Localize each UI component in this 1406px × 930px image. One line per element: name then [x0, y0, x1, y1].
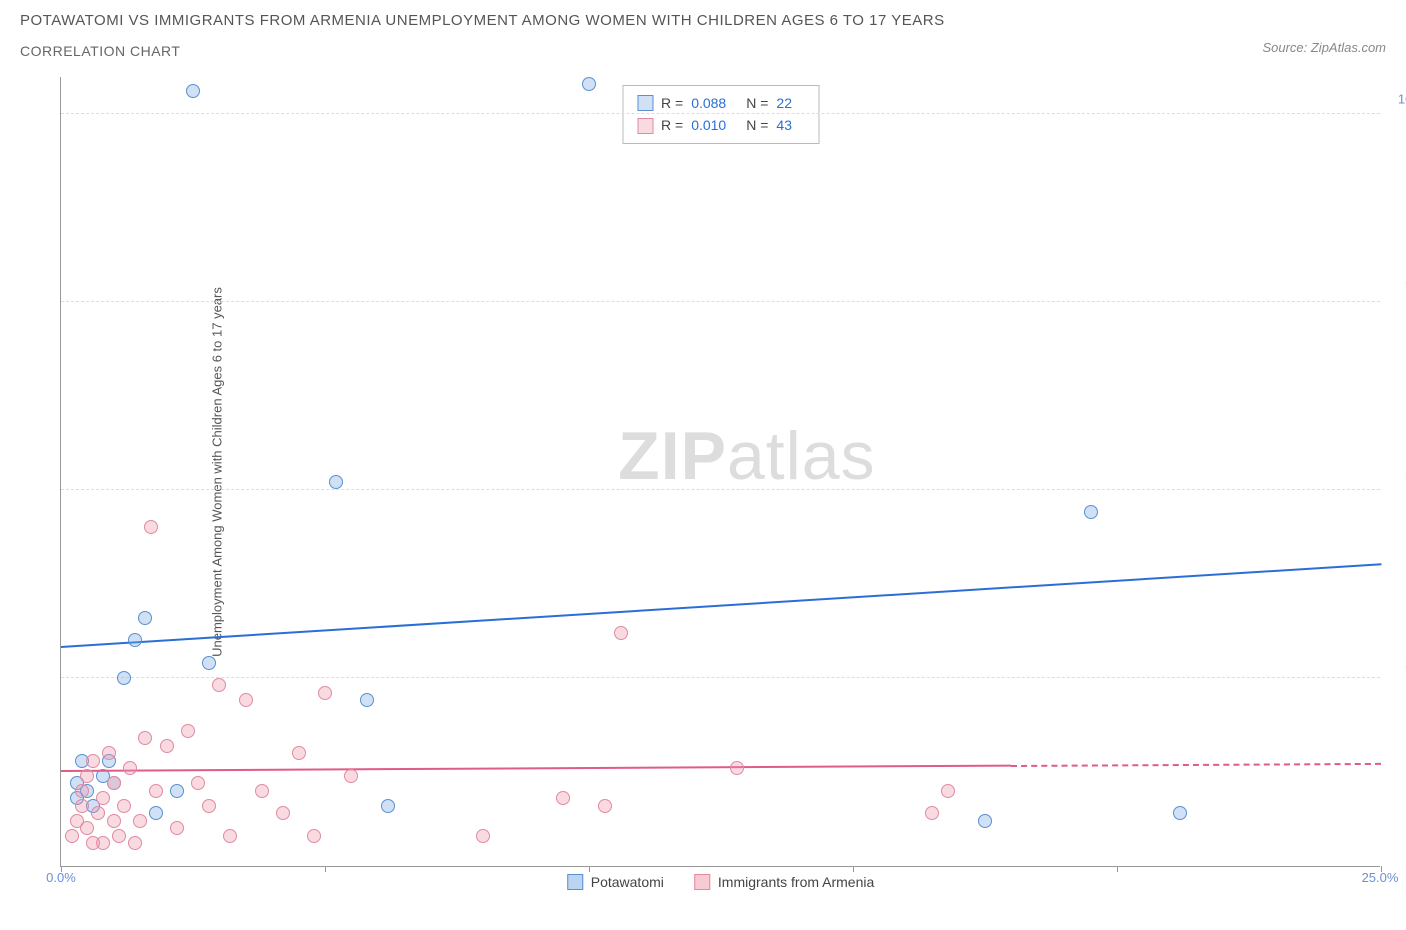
trend-line [61, 765, 1011, 772]
watermark-bold: ZIP [618, 418, 727, 494]
data-point [128, 633, 142, 647]
r-label: R = [661, 92, 683, 114]
data-point [276, 806, 290, 820]
data-point [91, 806, 105, 820]
data-point [96, 791, 110, 805]
data-point [292, 746, 306, 760]
data-point [65, 829, 79, 843]
data-point [107, 776, 121, 790]
data-point [307, 829, 321, 843]
y-tick-label: 50.0% [1387, 467, 1406, 482]
data-point [86, 836, 100, 850]
title-block: POTAWATOMI VS IMMIGRANTS FROM ARMENIA UN… [20, 12, 1262, 59]
data-point [202, 799, 216, 813]
data-point [181, 724, 195, 738]
data-point [160, 739, 174, 753]
x-tick-label-max: 25.0% [1362, 870, 1399, 885]
data-point [941, 784, 955, 798]
data-point [329, 475, 343, 489]
correlation-legend: R = 0.088 N = 22 R = 0.010 N = 43 [622, 85, 819, 144]
data-point [133, 814, 147, 828]
data-point [117, 799, 131, 813]
r-value: 0.088 [691, 92, 726, 114]
data-point [102, 746, 116, 760]
data-point [123, 761, 137, 775]
n-value: 43 [776, 114, 792, 136]
y-tick-label: 75.0% [1387, 279, 1406, 294]
data-point [80, 821, 94, 835]
data-point [223, 829, 237, 843]
data-point [556, 791, 570, 805]
data-point [925, 806, 939, 820]
r-value: 0.010 [691, 114, 726, 136]
header: POTAWATOMI VS IMMIGRANTS FROM ARMENIA UN… [20, 12, 1386, 59]
x-tick [1117, 866, 1118, 872]
data-point [978, 814, 992, 828]
gridline [61, 677, 1380, 678]
data-point [149, 784, 163, 798]
x-tick [325, 866, 326, 872]
trend-line [61, 563, 1381, 648]
data-point [86, 754, 100, 768]
data-point [107, 814, 121, 828]
data-point [144, 520, 158, 534]
data-point [344, 769, 358, 783]
x-tick [589, 866, 590, 872]
data-point [318, 686, 332, 700]
data-point [186, 84, 200, 98]
data-point [598, 799, 612, 813]
data-point [202, 656, 216, 670]
data-point [1173, 806, 1187, 820]
data-point [170, 784, 184, 798]
data-point [360, 693, 374, 707]
x-tick-labels: 0.0% 25.0% [61, 870, 1380, 890]
trend-line [1011, 762, 1381, 766]
x-tick [1381, 866, 1382, 872]
data-point [476, 829, 490, 843]
legend-swatch [637, 95, 653, 111]
data-point [239, 693, 253, 707]
gridline [61, 489, 1380, 490]
data-point [255, 784, 269, 798]
source-attribution: Source: ZipAtlas.com [1262, 40, 1386, 55]
data-point [191, 776, 205, 790]
data-point [1084, 505, 1098, 519]
data-point [138, 731, 152, 745]
data-point [614, 626, 628, 640]
watermark: ZIPatlas [618, 417, 875, 495]
legend-swatch [637, 118, 653, 134]
data-point [170, 821, 184, 835]
chart-wrapper: Unemployment Among Women with Children A… [60, 77, 1386, 867]
y-tick-label: 25.0% [1387, 655, 1406, 670]
x-tick [853, 866, 854, 872]
x-tick [61, 866, 62, 872]
n-label: N = [746, 114, 768, 136]
gridline [61, 301, 1380, 302]
data-point [112, 829, 126, 843]
data-point [730, 761, 744, 775]
data-point [128, 836, 142, 850]
scatter-plot: ZIPatlas R = 0.088N = 22R = 0.010N = 43 … [60, 77, 1380, 867]
y-tick-label: 100.0% [1387, 91, 1406, 106]
data-point [117, 671, 131, 685]
correlation-row: R = 0.088 N = 22 [637, 92, 804, 114]
n-value: 22 [776, 92, 792, 114]
data-point [582, 77, 596, 91]
x-tick-label-min: 0.0% [46, 870, 76, 885]
data-point [138, 611, 152, 625]
n-label: N = [746, 92, 768, 114]
data-point [149, 806, 163, 820]
data-point [75, 799, 89, 813]
r-label: R = [661, 114, 683, 136]
data-point [75, 784, 89, 798]
chart-title: POTAWATOMI VS IMMIGRANTS FROM ARMENIA UN… [20, 12, 1262, 29]
data-point [212, 678, 226, 692]
data-point [381, 799, 395, 813]
gridline [61, 113, 1380, 114]
watermark-light: atlas [727, 418, 876, 494]
chart-subtitle: CORRELATION CHART [20, 43, 1262, 59]
correlation-row: R = 0.010 N = 43 [637, 114, 804, 136]
data-point [80, 769, 94, 783]
